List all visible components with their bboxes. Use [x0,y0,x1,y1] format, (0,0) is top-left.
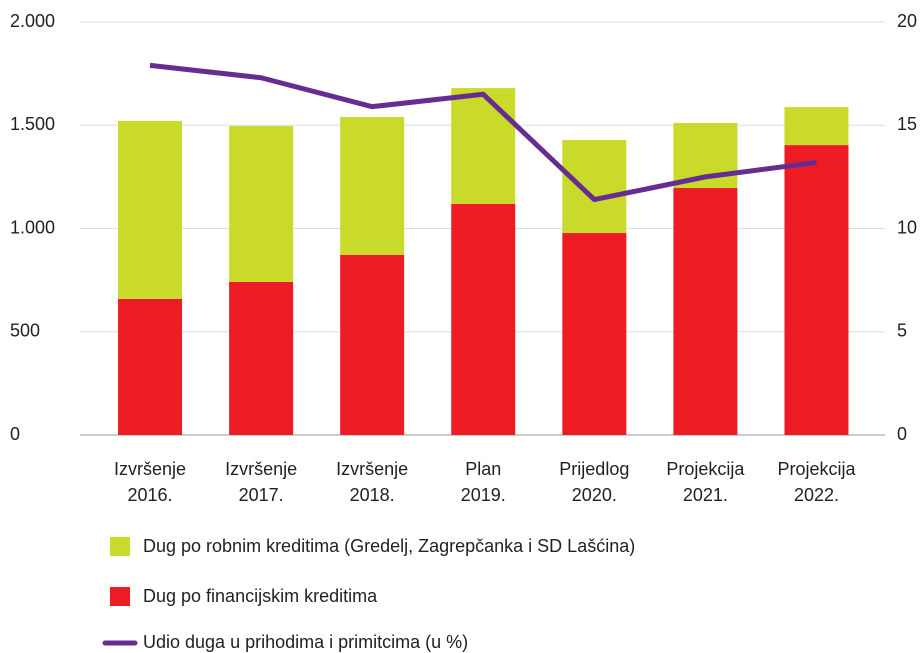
x-tick-label: Plan [465,459,501,479]
bar [118,298,183,435]
legend-label: Dug po robnim kreditima (Gredelj, Zagrep… [143,536,635,556]
y2-tick-label: 15 [897,114,917,134]
line [149,62,817,203]
legend-label: Udio duga u prihodima i primitcima (u %) [143,632,468,652]
x-tick-label: 2018. [350,485,395,505]
bar [784,107,849,146]
bar [229,281,294,435]
x-tick-label: 2019. [461,485,506,505]
y-tick-label: 1.500 [10,114,55,134]
x-tick-label: 2020. [572,485,617,505]
bar [673,188,738,435]
bar [451,88,516,204]
bar [451,203,516,435]
x-tick-label: 2022. [794,485,839,505]
y-tick-label: 2.000 [10,11,55,31]
x-tick-label: Prijedlog [559,459,629,479]
x-tick-label: 2016. [128,485,173,505]
y2-tick-label: 0 [897,424,907,444]
x-tick-label: Izvršenje [336,459,408,479]
y-tick-label: 500 [10,321,40,341]
x-tick-label: 2021. [683,485,728,505]
y-tick-label: 0 [10,424,20,444]
x-tick-label: Projekcija [666,459,745,479]
legend-swatch [110,537,130,556]
y2-tick-label: 20 [897,11,917,31]
bar [118,120,183,299]
bar [340,254,405,435]
y2-tick-label: 10 [897,217,917,237]
y2-tick-label: 5 [897,321,907,341]
x-tick-label: Izvršenje [225,459,297,479]
bar [784,145,849,435]
legend-swatch [110,587,130,606]
bar [562,139,627,234]
x-tick-label: Izvršenje [114,459,186,479]
bar [340,116,405,255]
bar [229,126,294,282]
bar [562,233,627,435]
x-tick-label: 2017. [239,485,284,505]
legend-label: Dug po financijskim kreditima [143,586,378,606]
y-tick-label: 1.000 [10,217,55,237]
x-tick-label: Projekcija [777,459,856,479]
